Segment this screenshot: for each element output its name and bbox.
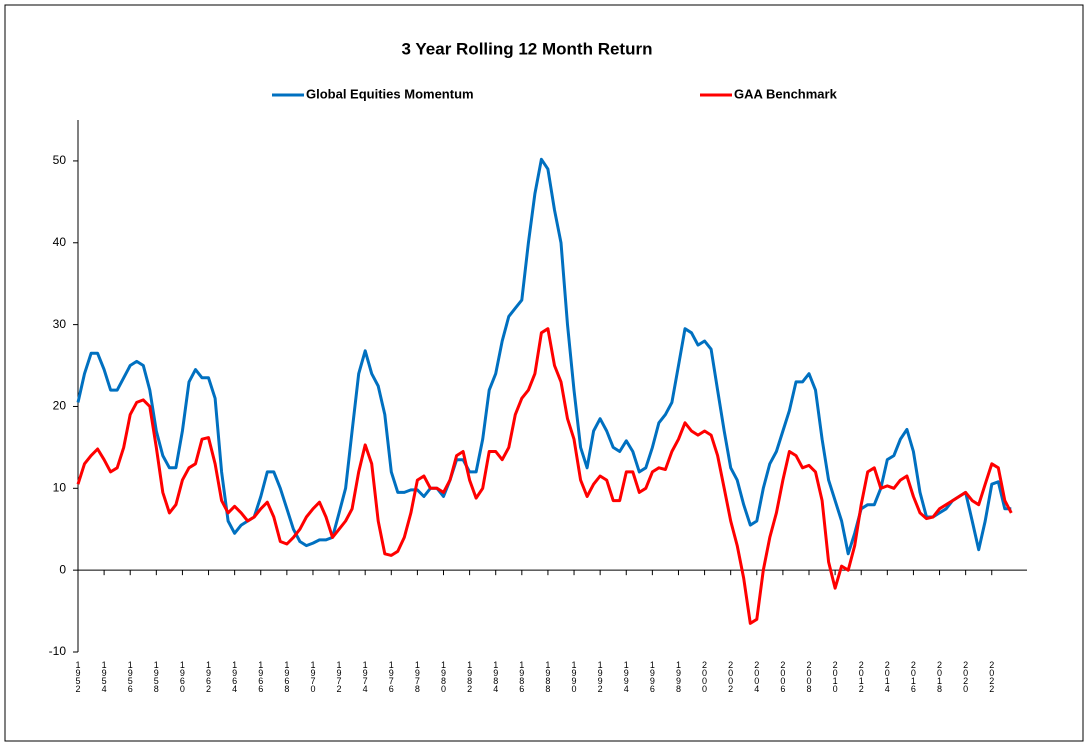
series-line xyxy=(76,157,1012,556)
x-tick-label: 1964 xyxy=(230,660,240,692)
legend-label: Global Equities Momentum xyxy=(306,86,474,101)
x-tick-label: 1982 xyxy=(465,660,475,692)
y-tick-label: 10 xyxy=(53,480,67,494)
x-tick-label: 1998 xyxy=(673,660,683,692)
x-tick-label: 1988 xyxy=(543,660,553,692)
x-tick-label: 2002 xyxy=(726,660,736,692)
x-tick-label: 1996 xyxy=(647,660,657,692)
x-tick-label: 1968 xyxy=(282,660,292,692)
x-tick-label: 1958 xyxy=(151,660,161,692)
x-tick-label: 1978 xyxy=(412,660,422,692)
x-tick-label: 2020 xyxy=(961,660,971,692)
x-tick-label: 1990 xyxy=(569,660,579,692)
x-tick-label: 2000 xyxy=(700,660,710,692)
x-tick-label: 1980 xyxy=(439,660,449,692)
x-tick-label: 1970 xyxy=(308,660,318,692)
series-line xyxy=(76,327,1013,625)
x-tick-label: 1952 xyxy=(73,660,83,692)
x-tick-label: 1956 xyxy=(125,660,135,692)
y-tick-label: -10 xyxy=(49,644,67,658)
x-tick-label: 1962 xyxy=(204,660,214,692)
x-tick-label: 2014 xyxy=(882,660,892,692)
x-tick-label: 1974 xyxy=(360,660,370,692)
x-tick-label: 2004 xyxy=(752,660,762,692)
x-tick-label: 2010 xyxy=(830,660,840,692)
x-tick-label: 1976 xyxy=(386,660,396,692)
x-tick-label: 1972 xyxy=(334,660,344,692)
legend-label: GAA Benchmark xyxy=(734,86,838,101)
x-tick-label: 1954 xyxy=(99,660,109,692)
x-tick-label: 2012 xyxy=(856,660,866,692)
x-tick-label: 1992 xyxy=(595,660,605,692)
y-tick-label: 50 xyxy=(53,153,67,167)
x-tick-label: 2018 xyxy=(935,660,945,692)
y-tick-label: 0 xyxy=(59,562,66,576)
x-tick-label: 2016 xyxy=(908,660,918,692)
y-tick-label: 30 xyxy=(53,317,67,331)
x-tick-label: 1984 xyxy=(491,660,501,692)
x-tick-label: 1966 xyxy=(256,660,266,692)
x-tick-label: 1994 xyxy=(621,660,631,692)
x-tick-label: 2008 xyxy=(804,660,814,692)
y-tick-label: 20 xyxy=(53,399,67,413)
frame xyxy=(4,4,1084,742)
x-tick-label: 1960 xyxy=(177,660,187,692)
y-tick-label: 40 xyxy=(53,235,67,249)
x-tick-label: 2006 xyxy=(778,660,788,692)
x-tick-label: 2022 xyxy=(987,660,997,692)
chart-title: 3 Year Rolling 12 Month Return xyxy=(402,39,653,58)
x-tick-label: 1986 xyxy=(517,660,527,692)
